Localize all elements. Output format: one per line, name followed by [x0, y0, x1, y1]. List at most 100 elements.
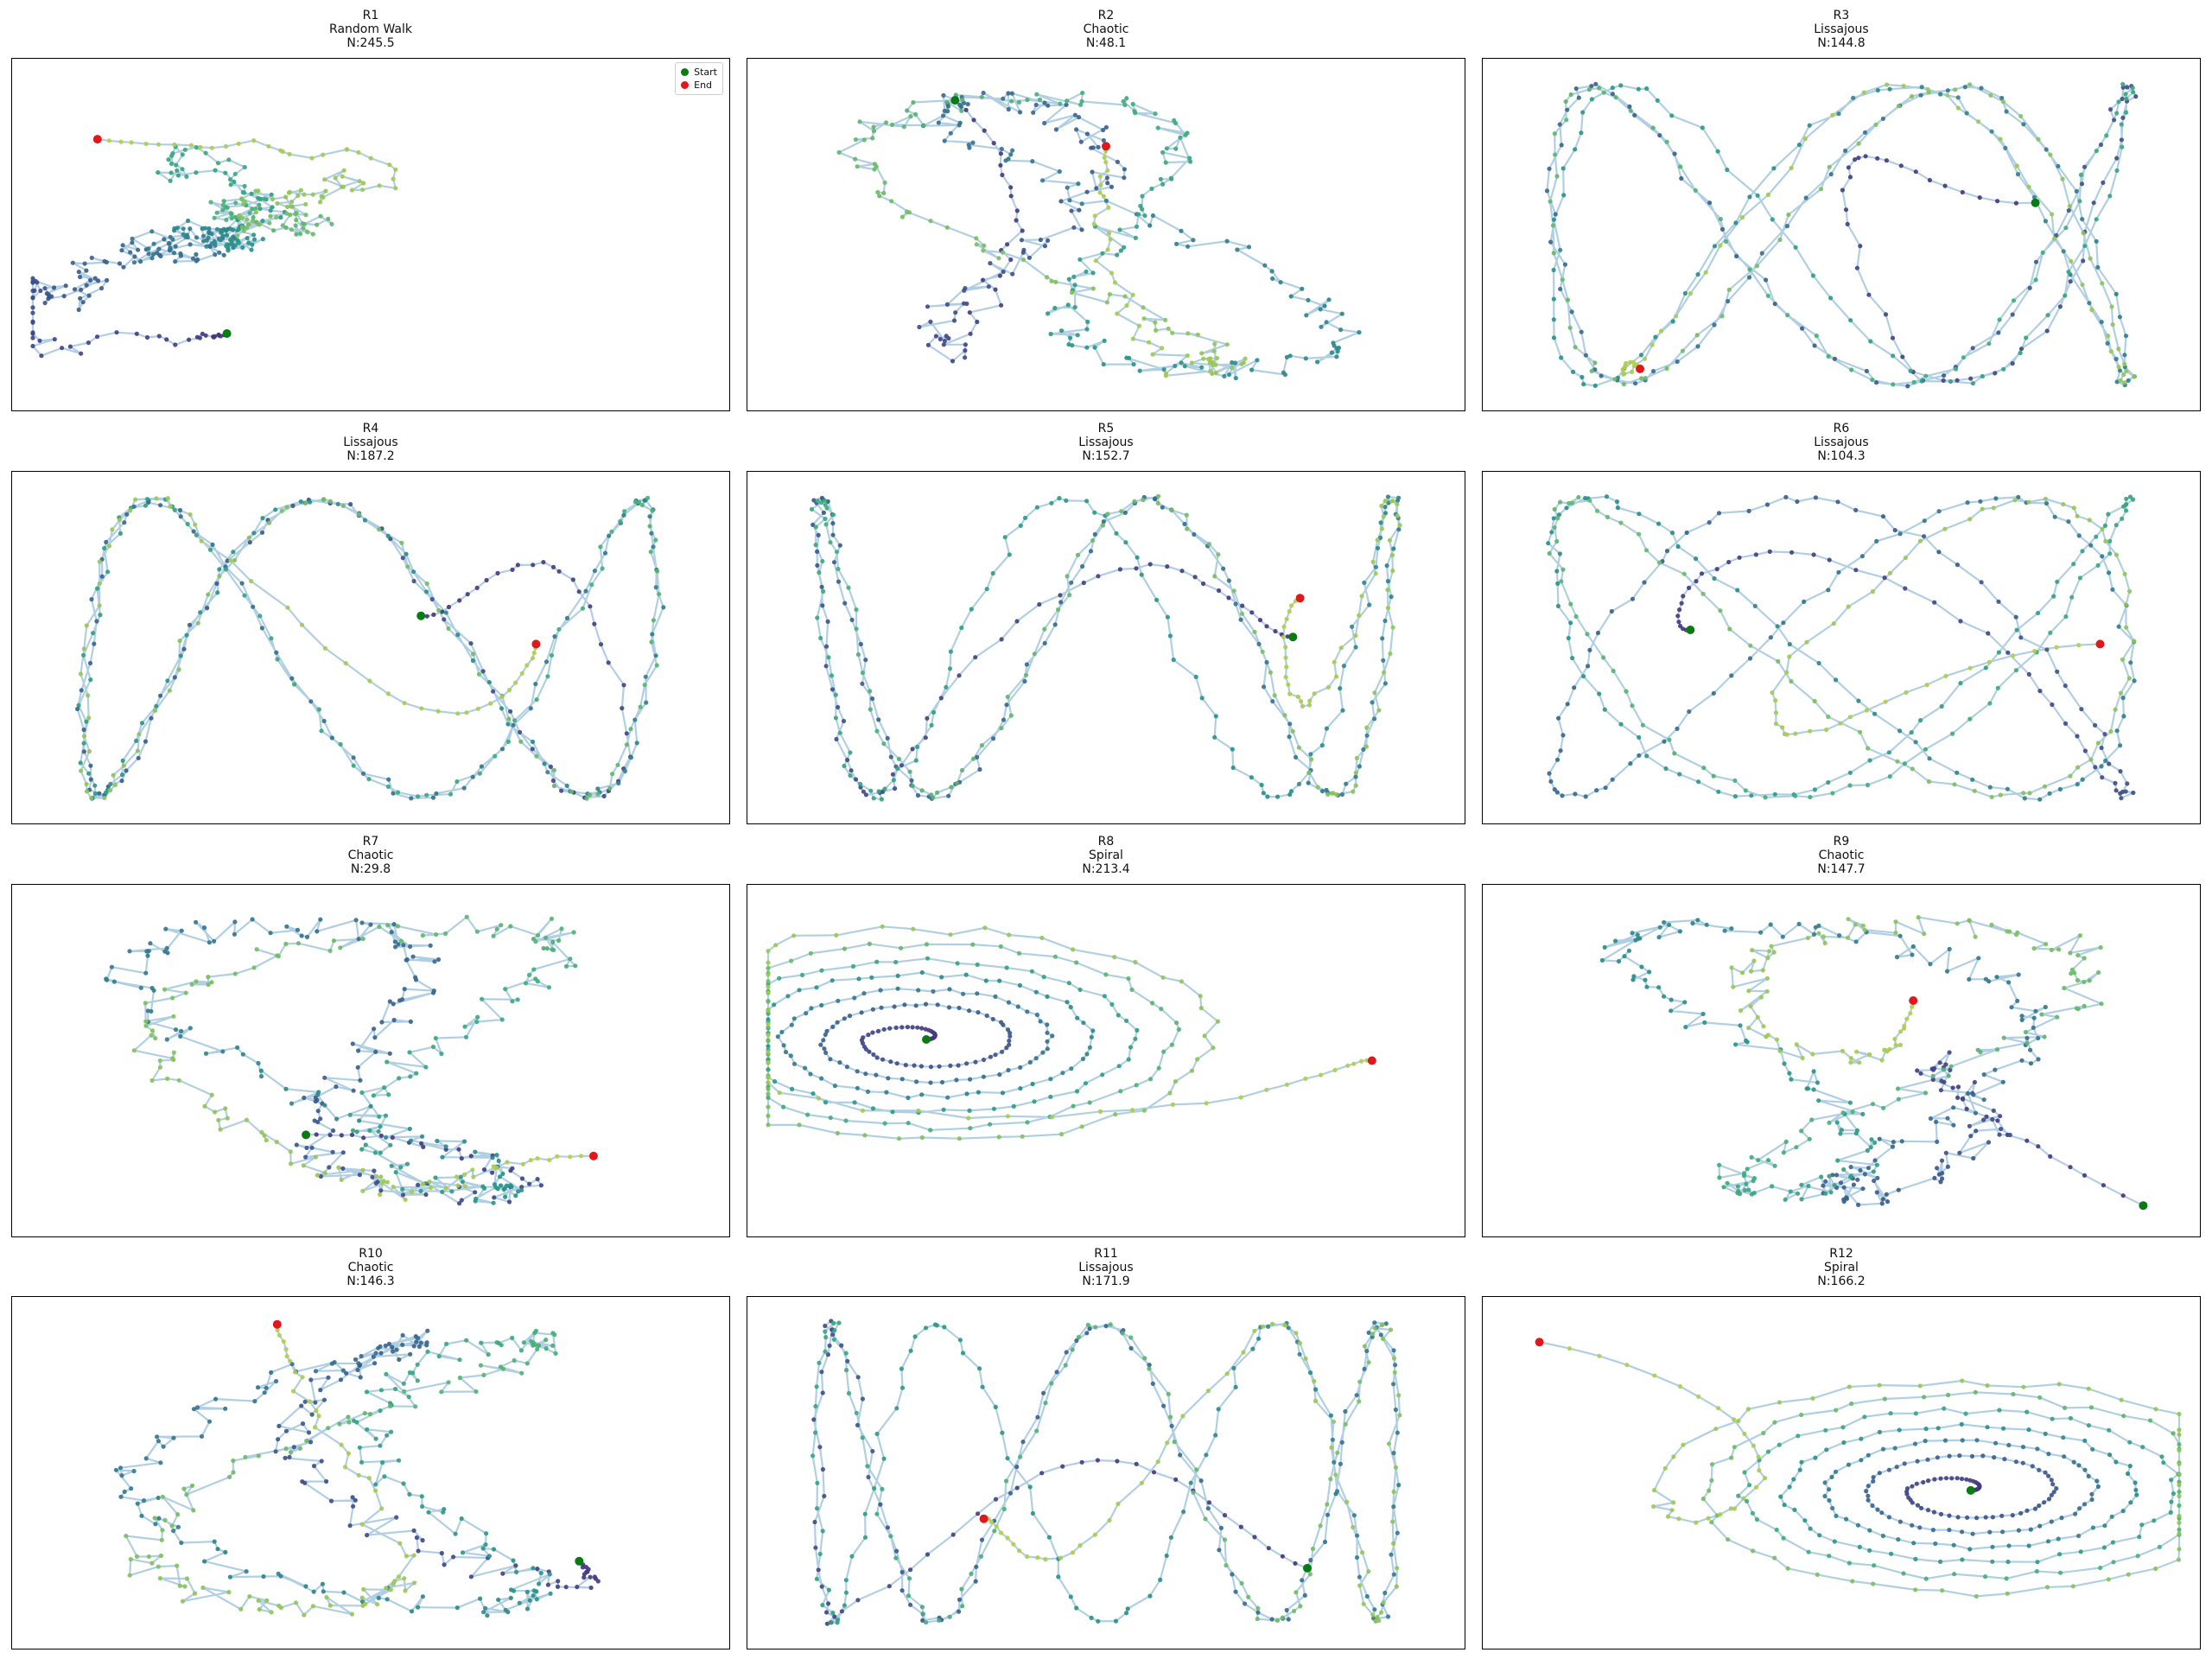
trajectory-point — [2054, 232, 2059, 238]
trajectory-point — [863, 1071, 868, 1077]
trajectory-point — [1996, 650, 2001, 655]
trajectory-point — [378, 1150, 383, 1155]
trajectory-point — [2075, 765, 2081, 770]
trajectory-point — [444, 1341, 449, 1346]
trajectory-point — [460, 1179, 466, 1185]
trajectory-point — [1339, 791, 1344, 798]
trajectory-point — [1918, 718, 1923, 723]
trajectory-point — [849, 768, 854, 773]
trajectory-point — [424, 1340, 429, 1345]
trajectory-point — [908, 114, 913, 119]
trajectory-point — [1855, 1522, 1861, 1528]
trajectory-point — [1726, 299, 1731, 304]
trajectory-point — [492, 1195, 497, 1200]
trajectory-point — [326, 1375, 331, 1380]
trajectory-point — [1559, 579, 1564, 584]
trajectory-point — [1102, 994, 1107, 999]
legend: Start End — [675, 62, 723, 95]
trajectory-point — [1364, 725, 1370, 730]
trajectory-point — [113, 1467, 118, 1472]
trajectory-point — [129, 1486, 134, 1491]
trajectory-point — [1040, 178, 1046, 183]
trajectory-point — [1084, 189, 1090, 194]
trajectory-point — [817, 1445, 823, 1450]
trajectory-point — [1218, 1525, 1224, 1530]
trajectory-point — [2014, 932, 2019, 938]
trajectory-point — [464, 1338, 469, 1343]
trajectory-point — [902, 1002, 907, 1007]
trajectory-point — [280, 223, 285, 228]
trajectory-point — [578, 1154, 584, 1159]
trajectory-point — [321, 497, 327, 502]
trajectory-point — [402, 701, 407, 706]
trajectory-point — [418, 1340, 423, 1345]
trajectory-point — [1357, 764, 1362, 769]
trajectory-point — [250, 242, 255, 247]
trajectory-point — [1105, 168, 1110, 173]
trajectory-point — [509, 1184, 514, 1189]
trajectory-point — [200, 233, 206, 238]
trajectory-point — [1319, 789, 1325, 794]
trajectory-point — [1382, 618, 1388, 624]
trajectory-point — [135, 1501, 140, 1506]
trajectory-point — [2000, 1529, 2005, 1535]
trajectory-point — [1871, 1169, 1876, 1174]
trajectory-point — [2049, 947, 2054, 952]
trajectory-point — [300, 1421, 306, 1427]
trajectory-point — [78, 274, 83, 280]
trajectory-point — [868, 788, 874, 793]
trajectory-point — [1935, 1139, 1940, 1144]
trajectory-point — [528, 706, 533, 711]
trajectory-point — [2054, 1486, 2059, 1491]
trajectory-point — [1992, 1455, 1997, 1460]
trajectory-point — [2057, 786, 2063, 791]
trajectory-point — [1581, 674, 1586, 679]
trajectory-point — [1687, 709, 1692, 715]
trajectory-point — [139, 1513, 144, 1518]
trajectory-point — [1939, 703, 1944, 709]
trajectory-point — [1706, 1516, 1711, 1521]
trajectory-point — [1796, 1433, 1801, 1439]
trajectory-point — [160, 1494, 165, 1499]
trajectory-point — [129, 140, 134, 145]
trajectory-point — [564, 783, 569, 788]
trajectory-point — [532, 1331, 537, 1336]
trajectory-point — [1826, 588, 1831, 593]
trajectory-point — [1737, 555, 1742, 560]
trajectory-point — [1770, 217, 1775, 222]
trajectory-point — [2013, 200, 2018, 206]
trajectory-point — [957, 120, 963, 125]
trajectory-point — [283, 1455, 288, 1460]
trajectory-point — [1161, 1403, 1166, 1408]
trajectory-point — [372, 1035, 378, 1040]
trajectory-point — [1827, 1487, 1832, 1492]
trajectory-point — [194, 979, 199, 984]
trajectory-point — [443, 610, 448, 615]
trajectory-point — [1944, 969, 1950, 974]
trajectory-point — [425, 1349, 430, 1354]
trajectory-point — [999, 1020, 1004, 1025]
trajectory-point — [195, 620, 200, 626]
trajectory-point — [993, 1404, 998, 1409]
trajectory-point — [1802, 136, 1808, 142]
trajectory-point — [397, 1357, 402, 1363]
trajectory-point — [1300, 703, 1305, 709]
trajectory-point — [1984, 1114, 1989, 1119]
trajectory-point — [1974, 1516, 1980, 1521]
trajectory-point — [1832, 1539, 1837, 1544]
trajectory-point — [1877, 1471, 1882, 1476]
trajectory-point — [1333, 1472, 1338, 1478]
trajectory-point — [1149, 186, 1154, 191]
trajectory-point — [1269, 269, 1274, 274]
trajectory-point — [642, 683, 647, 688]
trajectory-point — [256, 1060, 261, 1066]
trajectory-point — [937, 1618, 942, 1623]
trajectory-point — [1084, 1331, 1090, 1336]
trajectory-point — [1718, 1512, 1723, 1517]
trajectory-point — [175, 1524, 181, 1529]
trajectory-point — [339, 1442, 344, 1447]
trajectory-point — [1206, 1500, 1211, 1505]
trajectory-point — [580, 1565, 586, 1570]
trajectory-point — [818, 635, 823, 641]
trajectory-point — [1270, 276, 1275, 281]
